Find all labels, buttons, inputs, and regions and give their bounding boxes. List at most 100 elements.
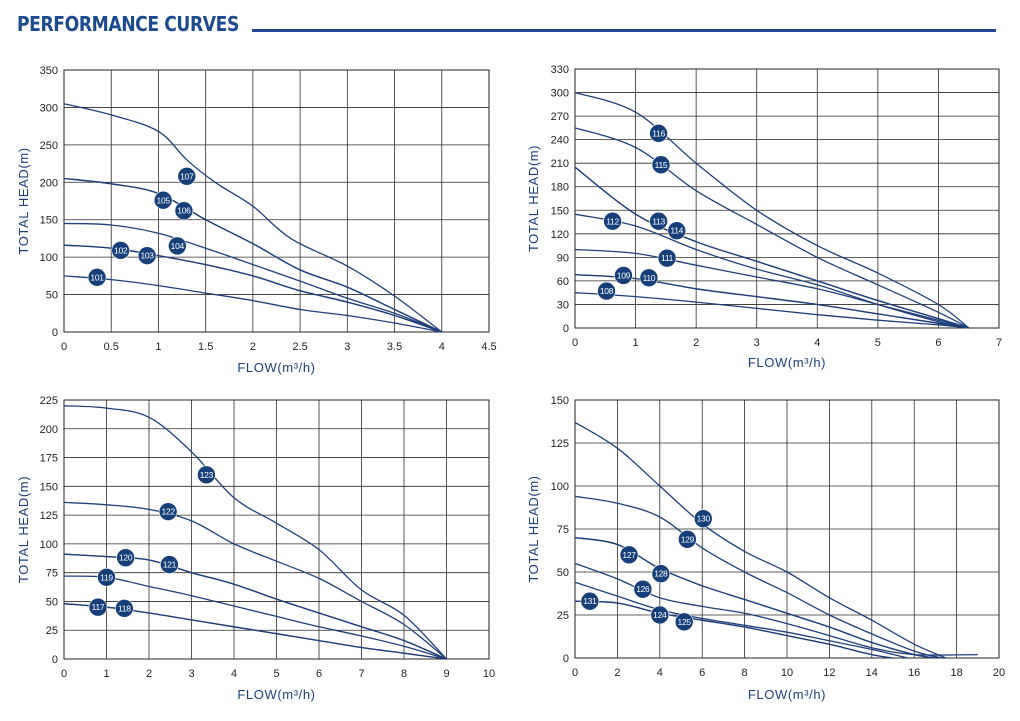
y-tick-label: 100 (40, 252, 58, 264)
marker-label: 107 (180, 171, 194, 181)
marker-dot (580, 591, 600, 611)
marker-dot (614, 266, 633, 285)
curve-marker-119: 119 (97, 567, 116, 587)
x-tick-label: 3 (188, 668, 194, 680)
curve-marker-117: 117 (88, 597, 108, 617)
marker-dot (678, 530, 697, 549)
marker-label: 109 (617, 270, 631, 280)
x-axis-label: FLOW(m³/h) (748, 687, 826, 702)
x-tick-label: 3 (754, 337, 760, 349)
curve-marker-107: 107 (177, 166, 197, 186)
y-tick-label: 150 (40, 215, 58, 227)
curve-116 (574, 91, 970, 329)
y-tick-label: 270 (551, 111, 569, 123)
curve-128 (574, 536, 936, 659)
x-tick-label: 6 (699, 667, 705, 679)
y-tick-label: 100 (551, 481, 569, 493)
marker-label: 106 (177, 206, 191, 216)
curve-125 (574, 600, 894, 659)
y-tick-label: 120 (551, 229, 569, 241)
curve-marker-108: 108 (597, 281, 616, 301)
x-tick-label: 0 (61, 668, 67, 680)
marker-label: 108 (600, 286, 614, 296)
x-tick-label: 6 (935, 337, 941, 349)
y-tick-label: 180 (551, 182, 569, 194)
marker-dot (639, 268, 659, 288)
marker-dot (97, 567, 116, 587)
x-tick-label: 10 (781, 667, 793, 679)
curve-marker-130: 130 (693, 509, 713, 528)
x-tick-label: 16 (908, 667, 920, 679)
marker-label: 110 (643, 273, 656, 283)
marker-label: 117 (92, 602, 105, 612)
x-tick-label: 0 (572, 337, 578, 349)
y-tick-label: 0 (563, 653, 569, 665)
curve-marker-114: 114 (667, 221, 687, 240)
marker-label: 120 (119, 553, 133, 563)
y-tick-label: 30 (557, 299, 569, 311)
y-tick-label: 50 (46, 596, 58, 608)
x-tick-label: 2 (693, 337, 699, 349)
y-tick-label: 0 (52, 654, 58, 666)
x-axis-label: FLOW(m³/h) (237, 360, 315, 375)
x-tick-label: 2.5 (292, 341, 307, 353)
curve-marker-124: 124 (650, 605, 670, 625)
curve-marker-113: 113 (649, 211, 668, 231)
curve-marker-106: 106 (174, 201, 194, 221)
marker-label: 101 (90, 272, 104, 282)
curve-129 (574, 495, 942, 659)
marker-label: 128 (654, 569, 668, 579)
x-tick-label: 2 (146, 668, 152, 680)
marker-dot (111, 241, 130, 260)
y-tick-label: 330 (551, 64, 569, 76)
marker-dot (633, 579, 653, 599)
curve-marker-131: 131 (580, 591, 600, 611)
x-tick-label: 5 (273, 668, 279, 680)
y-tick-label: 25 (46, 625, 58, 637)
plot-frame (63, 69, 490, 333)
marker-dot (116, 548, 135, 568)
curve-marker-109: 109 (614, 266, 633, 285)
curve-marker-116: 116 (649, 124, 668, 143)
marker-dot (597, 281, 616, 301)
marker-label: 105 (157, 195, 171, 205)
y-tick-label: 125 (40, 510, 58, 522)
marker-dot (88, 597, 108, 617)
marker-label: 127 (622, 550, 636, 560)
curve-124 (574, 600, 894, 659)
x-tick-label: 18 (950, 667, 962, 679)
x-tick-label: 2 (614, 667, 620, 679)
y-tick-label: 175 (40, 453, 58, 465)
x-tick-label: 1.5 (198, 341, 213, 353)
y-tick-label: 25 (557, 610, 569, 622)
y-axis-label: TOTAL HEAD(m) (16, 147, 31, 254)
y-tick-label: 250 (40, 140, 58, 152)
x-tick-label: 2 (250, 341, 256, 353)
curve-107 (63, 103, 443, 333)
x-tick-label: 10 (483, 668, 495, 680)
marker-dot (674, 612, 694, 632)
x-tick-label: 0.5 (104, 341, 119, 353)
curve-112 (574, 213, 969, 329)
curve-marker-128: 128 (651, 564, 671, 584)
y-tick-label: 0 (52, 327, 58, 339)
marker-label: 111 (661, 253, 674, 263)
curve-marker-127: 127 (619, 545, 639, 565)
marker-label: 129 (681, 534, 695, 544)
marker-label: 112 (606, 216, 619, 226)
x-tick-label: 1 (633, 337, 639, 349)
y-tick-label: 75 (557, 524, 569, 536)
marker-dot (651, 564, 671, 584)
y-tick-label: 60 (557, 276, 569, 288)
curve-marker-125: 125 (674, 612, 694, 632)
y-tick-label: 200 (40, 177, 58, 189)
y-tick-label: 225 (40, 395, 58, 407)
x-tick-label: 0 (61, 341, 67, 353)
curve-122 (63, 501, 447, 660)
curve-marker-123: 123 (197, 465, 216, 485)
marker-dot (137, 246, 157, 265)
marker-label: 130 (697, 514, 711, 524)
curve-111 (574, 248, 969, 329)
